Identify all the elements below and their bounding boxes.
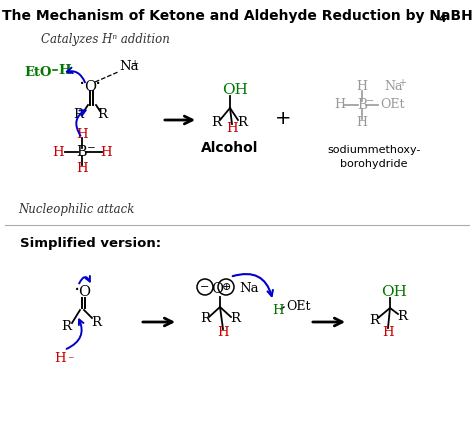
Text: H: H [356,80,367,94]
Text: OEt: OEt [286,301,310,313]
Text: ·: · [74,281,80,299]
Text: H: H [382,326,394,339]
Text: R: R [369,313,379,326]
Text: H: H [100,146,112,159]
Text: The Mechanism of Ketone and Aldehyde Reduction by NaBH: The Mechanism of Ketone and Aldehyde Red… [1,9,473,23]
Text: R: R [211,115,221,128]
Text: +: + [131,59,139,67]
Text: H: H [58,63,71,76]
Text: OEt: OEt [380,98,404,111]
Text: H: H [52,146,64,159]
Text: +: + [275,108,291,128]
Text: −: − [201,282,210,292]
Text: H: H [226,121,238,135]
Text: O: O [78,285,90,299]
Text: O: O [84,80,96,94]
Text: +: + [398,78,406,88]
Text: Na: Na [119,59,138,73]
Text: R: R [91,316,101,329]
Text: H: H [356,115,367,128]
Text: Simplified version:: Simplified version: [20,236,161,250]
Text: H: H [272,305,284,318]
Text: sodiummethoxy-
borohydride: sodiummethoxy- borohydride [328,145,421,169]
Text: OH: OH [381,285,407,299]
Text: OH: OH [222,83,248,97]
Text: Na: Na [239,282,259,295]
Text: R: R [200,312,210,326]
Text: Nucleophilic attack: Nucleophilic attack [18,204,134,216]
Text: EtO: EtO [25,66,52,79]
Text: R: R [397,309,407,323]
Text: ⁻: ⁻ [67,354,73,368]
Text: ·: · [79,74,85,94]
Text: R: R [73,108,83,121]
Text: Catalyzes Hⁿ addition: Catalyzes Hⁿ addition [41,34,169,46]
Text: H: H [335,98,346,111]
Text: −: − [366,96,374,106]
Text: R: R [97,108,107,121]
Text: H: H [76,162,88,174]
Text: O: O [211,282,223,296]
Text: H: H [217,326,229,340]
Text: −: − [87,143,96,153]
Text: H: H [76,128,88,142]
Text: H: H [54,351,66,364]
Text: Alcohol: Alcohol [201,141,259,155]
Text: 4: 4 [439,14,447,24]
Text: R: R [61,319,71,333]
Text: R: R [237,115,247,128]
Text: Na: Na [384,80,402,94]
Text: ·: · [95,74,101,94]
Text: B: B [77,145,87,159]
Text: ⊕: ⊕ [221,282,231,292]
Text: B: B [357,98,367,112]
Text: R: R [230,312,240,326]
